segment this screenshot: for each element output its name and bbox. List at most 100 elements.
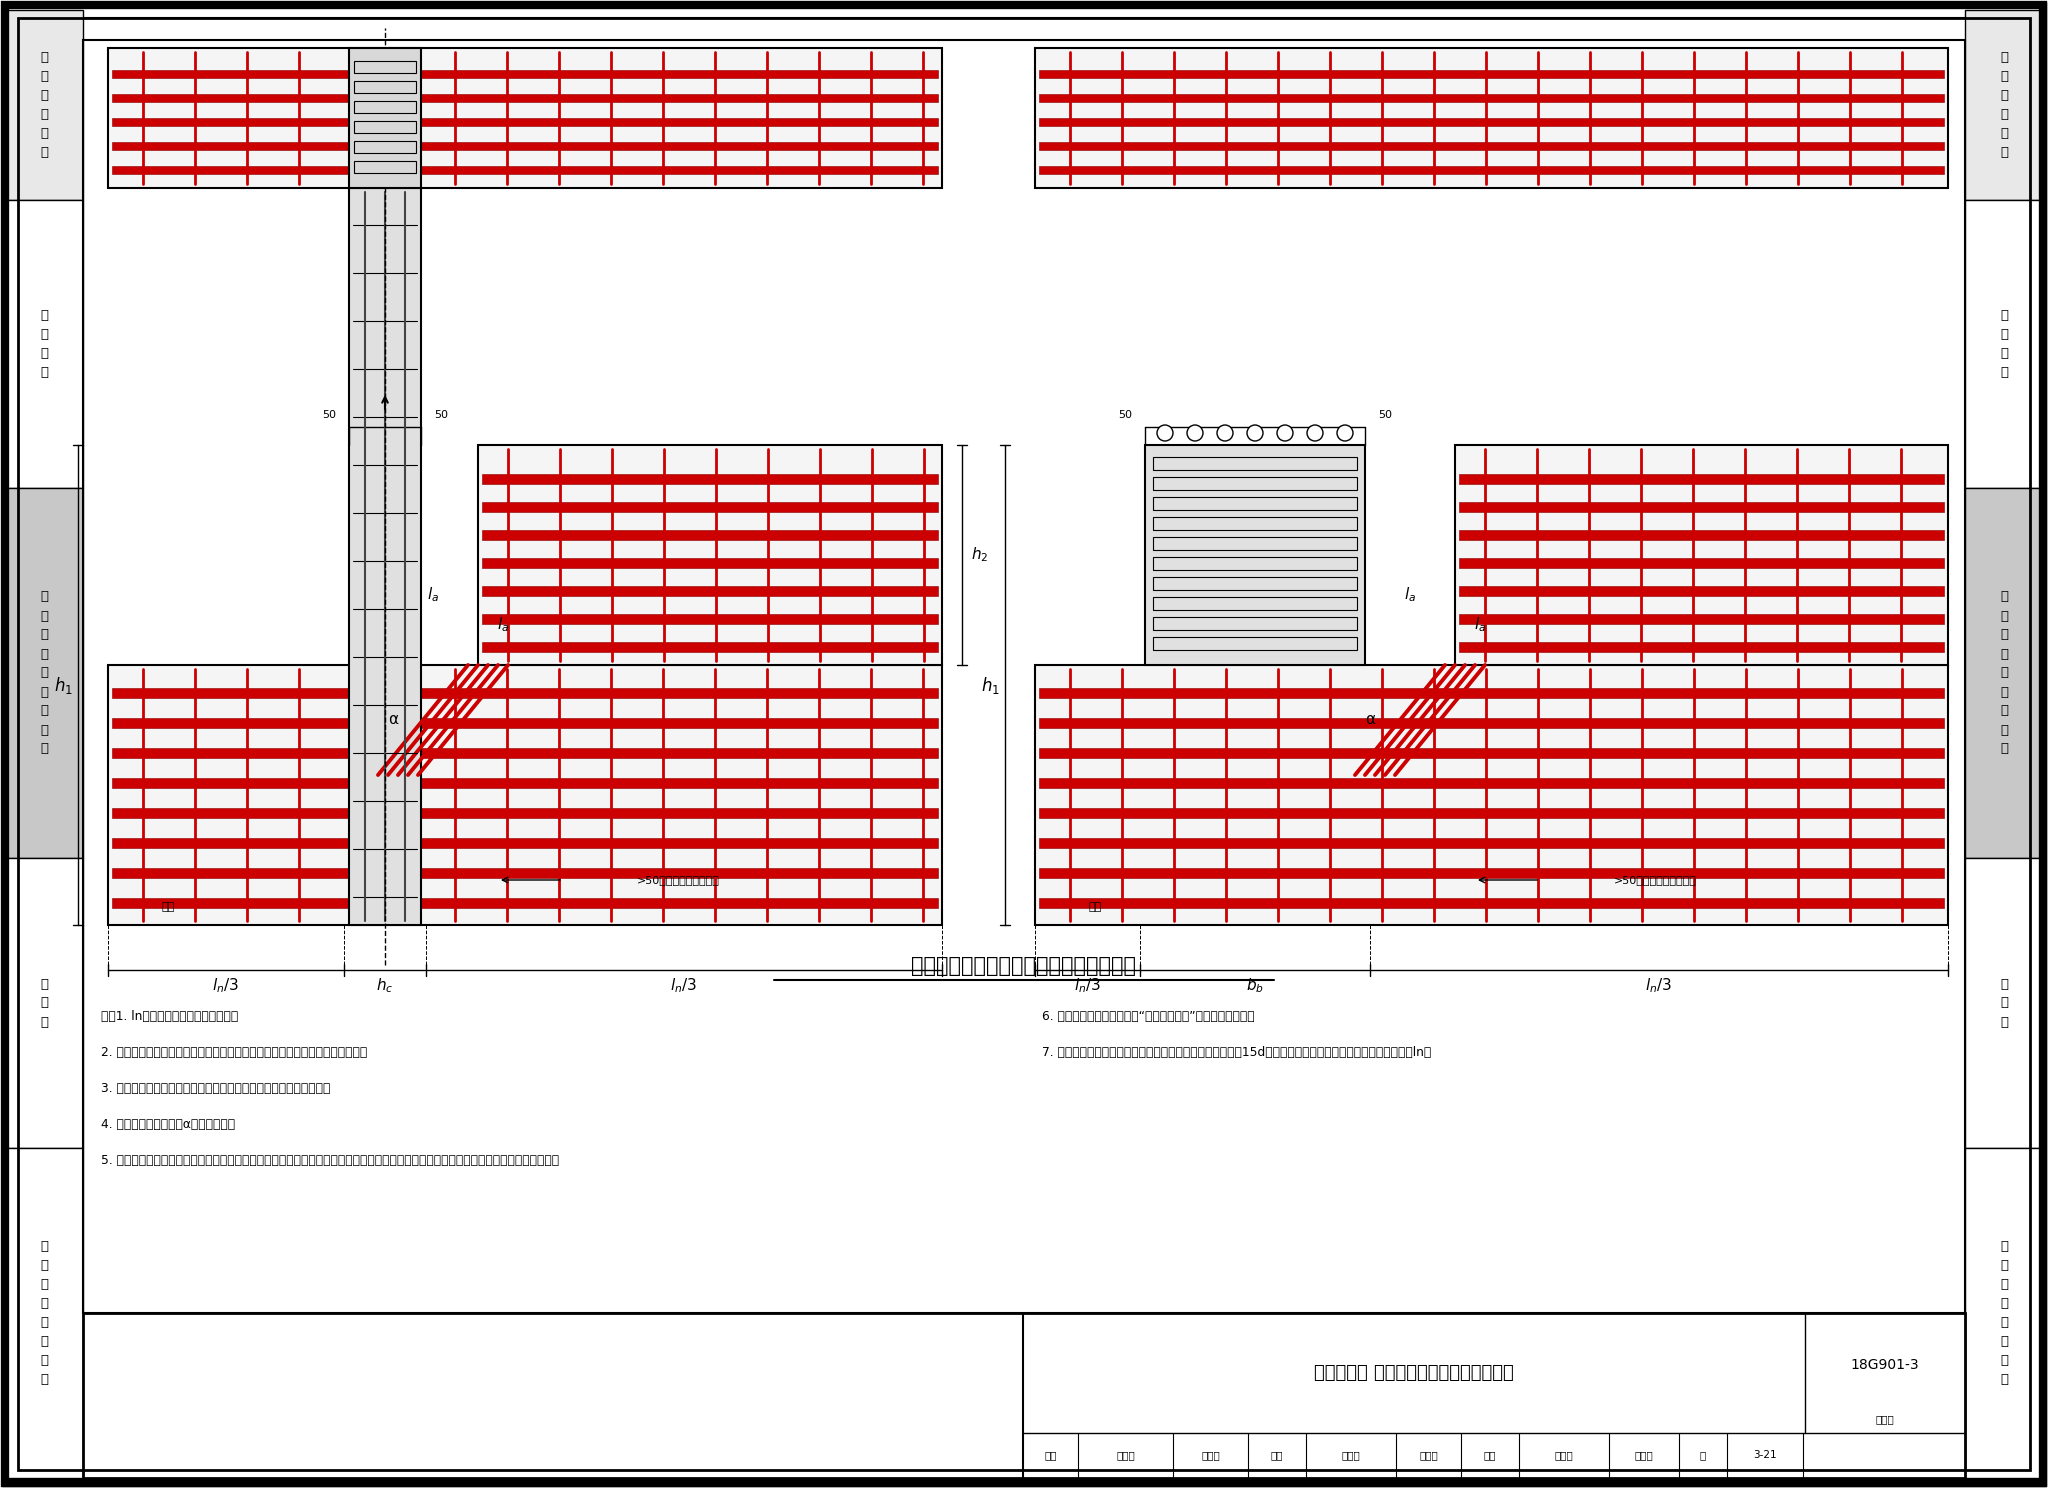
Bar [354, 121, 416, 132]
Bar [113, 778, 938, 789]
Bar [1153, 478, 1358, 490]
Text: 4. 梁（板）底高差坡度α由设计指定。: 4. 梁（板）底高差坡度α由设计指定。 [100, 1117, 236, 1131]
Bar [1454, 445, 1948, 665]
Bar [348, 187, 422, 926]
Bar [354, 61, 416, 73]
Circle shape [1337, 426, 1354, 440]
Text: 图集号: 图集号 [1876, 1414, 1894, 1424]
Bar [481, 558, 938, 568]
Bar [113, 687, 938, 698]
Bar [1964, 488, 2044, 859]
Bar [1153, 557, 1358, 570]
Bar [1458, 586, 1944, 597]
Bar [113, 70, 938, 77]
Bar [1964, 10, 2044, 199]
Text: $h_2$: $h_2$ [971, 546, 989, 564]
Bar [1145, 445, 1366, 665]
Circle shape [1278, 426, 1292, 440]
Bar [113, 868, 938, 878]
Circle shape [1188, 426, 1202, 440]
Text: 董云则: 董云则 [1200, 1451, 1221, 1461]
Text: 50: 50 [1378, 411, 1393, 420]
Bar [4, 859, 84, 1149]
Text: $h_c$: $h_c$ [377, 976, 393, 995]
Text: 赵宇宁: 赵宇宁 [1341, 1451, 1360, 1461]
Text: $h_1$: $h_1$ [981, 674, 999, 695]
Text: 2. 跨内纵向钉筋构造、箍筋复合方式及相关要求应符合本图集相应的构造要求。: 2. 跨内纵向钉筋构造、箍筋复合方式及相关要求应符合本图集相应的构造要求。 [100, 1046, 367, 1059]
Text: $l_n/3$: $l_n/3$ [1073, 976, 1102, 995]
Text: 与
基
础
有
关
的
构
造: 与 基 础 有 关 的 构 造 [2001, 1240, 2007, 1385]
Bar [1038, 897, 1944, 908]
Bar [113, 748, 938, 757]
Bar [1038, 808, 1944, 818]
Bar [1038, 868, 1944, 878]
Bar [1153, 618, 1358, 629]
Bar [4, 199, 84, 488]
Bar [481, 530, 938, 540]
Bar [113, 808, 938, 818]
Bar [1153, 637, 1358, 650]
Bar [1458, 501, 1944, 512]
Text: 审核: 审核 [1044, 1451, 1057, 1461]
Bar [1038, 778, 1944, 789]
Text: 50: 50 [434, 411, 449, 420]
Text: 50: 50 [1118, 411, 1133, 420]
Bar [1038, 719, 1944, 728]
Text: 独
立
基
础: 独 立 基 础 [2001, 310, 2007, 379]
Bar [113, 167, 938, 174]
Text: 基础（次） 梁梁底有高差时钉筋排布构造: 基础（次） 梁梁底有高差时钉筋排布构造 [1315, 1364, 1513, 1382]
Bar [1038, 687, 1944, 698]
Bar [354, 141, 416, 153]
Text: >50（由具体设计确定）: >50（由具体设计确定） [1614, 875, 1696, 885]
Text: $b_b$: $b_b$ [1245, 976, 1264, 995]
Text: 刀队元: 刀队元 [1634, 1451, 1653, 1461]
Text: 黄志刚: 黄志刚 [1116, 1451, 1135, 1461]
Bar [354, 80, 416, 92]
Text: >50（由具体设计确定）: >50（由具体设计确定） [637, 875, 719, 885]
Bar [348, 48, 422, 187]
Text: $l_a$: $l_a$ [1475, 616, 1487, 634]
Text: α: α [1364, 713, 1374, 728]
Text: 页: 页 [1700, 1451, 1706, 1461]
Text: 条
形
基
础
与
筏
形
基
础: 条 形 基 础 与 筏 形 基 础 [41, 591, 47, 756]
Text: 桡
基
础: 桡 基 础 [41, 978, 47, 1028]
Text: 王怀元: 王怀元 [1554, 1451, 1573, 1461]
Text: 条
形
基
础
与
筏
形
基
础: 条 形 基 础 与 筏 形 基 础 [2001, 591, 2007, 756]
Bar [1153, 577, 1358, 591]
Text: 6. 柱插筋构造详见本图集的“一般构造要求”部分的有关详图。: 6. 柱插筋构造详见本图集的“一般构造要求”部分的有关详图。 [1042, 1010, 1255, 1024]
Bar [1458, 475, 1944, 484]
Bar [1153, 497, 1358, 510]
Text: 初导宁: 初导宁 [1419, 1451, 1438, 1461]
Text: 50: 50 [322, 411, 336, 420]
Bar [1153, 457, 1358, 470]
Bar [84, 40, 1964, 1312]
Bar [477, 445, 942, 665]
Text: 独
立
基
础: 独 立 基 础 [41, 310, 47, 379]
Bar [481, 615, 938, 623]
Bar [109, 665, 942, 926]
Text: $l_n/3$: $l_n/3$ [1645, 976, 1673, 995]
Bar [1038, 838, 1944, 848]
Bar [113, 838, 938, 848]
Bar [481, 475, 938, 484]
Text: 桡
基
础: 桡 基 础 [2001, 978, 2007, 1028]
Text: 设计: 设计 [1483, 1451, 1497, 1461]
Text: 注：1. ln为支座两侧净跨度的较大值。: 注：1. ln为支座两侧净跨度的较大值。 [100, 1010, 238, 1024]
Bar [1153, 537, 1358, 551]
Bar [1034, 665, 1948, 926]
Bar [113, 118, 938, 126]
Text: 3. 基础（次）梁相交处的交叉钉筋的位置关系，应按具体设计说明。: 3. 基础（次）梁相交处的交叉钉筋的位置关系，应按具体设计说明。 [100, 1082, 330, 1095]
Circle shape [1217, 426, 1233, 440]
Bar [1038, 94, 1944, 103]
Bar [1458, 615, 1944, 623]
Bar [109, 48, 942, 187]
Text: $l_a$: $l_a$ [1405, 586, 1415, 604]
Bar [1458, 641, 1944, 652]
Bar [1458, 530, 1944, 540]
Circle shape [1157, 426, 1174, 440]
Bar [481, 641, 938, 652]
Text: α: α [387, 713, 397, 728]
Text: 一
般
构
造
要
求: 一 般 构 造 要 求 [2001, 51, 2007, 159]
Bar [354, 101, 416, 113]
Text: $l_n/3$: $l_n/3$ [213, 976, 240, 995]
